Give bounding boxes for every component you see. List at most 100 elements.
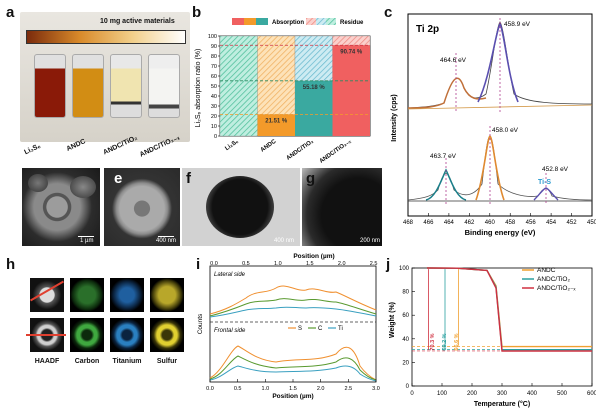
- sem-image-e: [104, 168, 180, 246]
- peak-label-4589: 458.9 eV: [504, 21, 531, 28]
- h-label-haadf: HAADF: [34, 358, 60, 365]
- panel-label-a: a: [6, 4, 15, 21]
- j-ytick-label: 0: [406, 384, 410, 390]
- vial-andc-tio2x: [148, 54, 180, 118]
- j-legend-tio2x: ANDC/TiO₂₋ₓ: [537, 285, 576, 292]
- j-legend-andc: ANDC: [537, 267, 556, 274]
- xps-frame: [407, 13, 593, 217]
- h-label-titanium: Titanium: [112, 358, 142, 365]
- panel-label-b: b: [192, 4, 202, 21]
- peak-label-4646: 464.6 eV: [440, 57, 467, 64]
- b-xtick-label: ANDC: [260, 138, 278, 153]
- j-ytick-label: 80: [402, 290, 409, 296]
- c-xtick-label: 464: [444, 220, 455, 226]
- peak-label-4580: 458.0 eV: [492, 127, 519, 134]
- i-xtick-bottom: 2.5: [345, 386, 353, 392]
- panel-label-i: i: [196, 256, 201, 273]
- i-lateral-c: [209, 298, 377, 317]
- i-ylabel: Counts: [197, 313, 204, 334]
- b-ytick-label: 20: [211, 114, 217, 120]
- panel-label-j: j: [386, 256, 391, 273]
- legend-absorption-swatch-red: [232, 18, 244, 25]
- xps-ylabel: Intensity (cps): [391, 94, 398, 141]
- j-xtick-label: 600: [587, 391, 596, 397]
- vial-label-li2s6: Li₂S₆: [23, 142, 42, 157]
- xps-bottom-peak3: [533, 187, 559, 201]
- b-ytick-label: 40: [211, 94, 217, 100]
- j-ytick-label: 60: [402, 313, 409, 319]
- legend-residue-swatch-3: [326, 18, 336, 25]
- i-xtick-bottom: 0.5: [234, 386, 242, 392]
- panel-label-h: h: [6, 256, 16, 273]
- carbon-map-top: [70, 278, 104, 312]
- i-legend-c: C: [318, 326, 323, 332]
- linescan-chart: Position (µm) 0.0 0.5 1.0 1.5 2.0 2.5 Counts …: [197, 253, 380, 400]
- i-xtick-top: 2.0: [338, 261, 346, 267]
- i-xtick-bottom: 2.0: [317, 386, 325, 392]
- j-annot-2: 69.2 %: [442, 333, 448, 350]
- scale-bar-d: 1 µm: [80, 238, 94, 244]
- sem-image-d: [22, 168, 100, 246]
- j-xtick-label: 200: [467, 391, 478, 397]
- j-ytick-label: 100: [399, 266, 410, 272]
- h-label-sulfur: Sulfur: [156, 358, 178, 365]
- b-ytick-label: 100: [208, 34, 217, 40]
- legend-residue-swatch-2: [316, 18, 326, 25]
- b-xtick-label: ANDC/TiO₂: [286, 139, 316, 162]
- i-xtick-top: 1.5: [306, 261, 314, 267]
- peak-label-4637: 463.7 eV: [430, 153, 457, 160]
- i-xtick-top: 0.5: [242, 261, 250, 267]
- j-annot-1: 70.3 %: [430, 333, 436, 350]
- i-xtick-bottom: 1.5: [289, 386, 297, 392]
- c-xtick-label: 450: [587, 220, 596, 226]
- xps-chart: Intensity (cps) Ti 2p 464.6 eV 458.9 eV …: [391, 13, 596, 237]
- b-bar-absorption: [332, 45, 370, 137]
- scale-bar-g: 200 nm: [360, 238, 381, 244]
- tem-image-g: [302, 168, 382, 246]
- i-xtick-bottom: 3.0: [372, 386, 380, 392]
- i-frontal-label: Frontal side: [214, 328, 246, 334]
- b-ylabel: Li₂S₆ absorption ratio (%): [195, 49, 202, 128]
- h-label-carbon: Carbon: [74, 358, 100, 365]
- legend-absorption: Absorption: [272, 20, 304, 26]
- i-xlabel-top: Position (µm): [293, 253, 334, 260]
- titanium-map-bottom: [110, 318, 144, 352]
- i-lateral-s: [209, 285, 377, 315]
- absorption-bar-chart: 0 10 20 30 40 50 60 70 80 90 100 Li₂S₆ ANDC ANDC/TiO₂…: [195, 18, 371, 165]
- i-xtick-bottom: 0.0: [206, 386, 214, 392]
- scale-bar-e: 400 nm: [156, 238, 177, 244]
- c-xtick-label: 466: [423, 220, 434, 226]
- c-xtick-label: 452: [567, 220, 578, 226]
- j-xtick-label: 400: [527, 391, 538, 397]
- i-lateral-label: Lateral side: [214, 272, 246, 278]
- panel-label-c: c: [384, 4, 393, 21]
- b-ytick-label: 0: [214, 134, 217, 140]
- j-legend-tio2: ANDC/TiO₂: [537, 276, 570, 283]
- c-xtick-label: 456: [526, 220, 537, 226]
- linescan-line-bottom: [26, 334, 66, 336]
- i-xtick-top: 1.0: [274, 261, 282, 267]
- i-legend-s: S: [298, 326, 302, 332]
- legend-absorption-swatch-orange: [244, 18, 256, 25]
- j-ytick-label: 20: [402, 360, 409, 366]
- tem-image-f: [182, 168, 300, 246]
- vial-andc-tio2: [110, 54, 142, 118]
- xps-xlabel: Binding energy (eV): [465, 228, 536, 237]
- legend-residue: Residue: [340, 20, 364, 26]
- i-frontal-s: [209, 345, 377, 381]
- b-data-label: 55.18 %: [303, 85, 326, 91]
- tga-xlabel: Temperature (°C): [474, 400, 530, 408]
- b-ytick-label: 30: [211, 104, 217, 110]
- panel-label-d: d: [8, 170, 18, 187]
- b-bar-absorption: [257, 114, 295, 136]
- i-frontal-c: [209, 355, 377, 381]
- i-xtick-top: 2.5: [370, 261, 378, 267]
- tga-chart: 0 20 40 60 80 100 0 100 200 300 400 500 600 Weight (…: [389, 266, 596, 408]
- i-frame: [209, 265, 377, 383]
- xps-top-peak2: [477, 22, 519, 103]
- i-xtick-top: 0.0: [210, 261, 218, 267]
- j-xtick-label: 300: [497, 391, 508, 397]
- scale-bar-f: 400 nm: [274, 238, 295, 244]
- sulfur-map-top: [150, 278, 184, 312]
- panel-label-e: e: [114, 170, 123, 187]
